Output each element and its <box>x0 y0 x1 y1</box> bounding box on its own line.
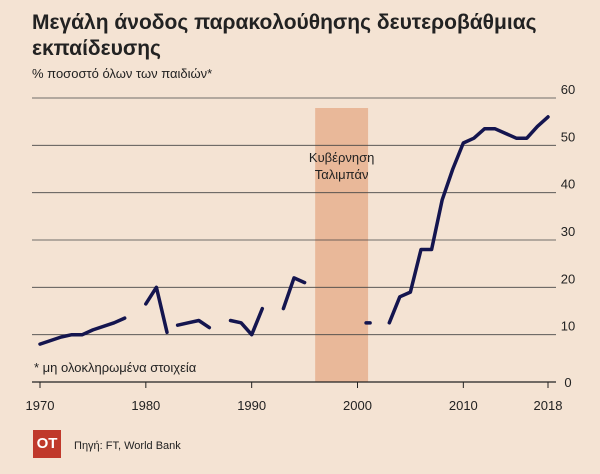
shaded-period <box>315 108 369 382</box>
series-segment <box>144 285 169 335</box>
y-tick-label: 50 <box>561 129 575 144</box>
y-tick-label: 60 <box>561 82 575 97</box>
y-tick-label: 20 <box>561 271 575 286</box>
y-tick-label: 0 <box>564 375 571 390</box>
y-tick-label: 10 <box>561 319 575 334</box>
series-segment <box>281 276 307 311</box>
footnote: * μη ολοκληρωμένα στοιχεία <box>34 360 197 375</box>
series-segment <box>387 115 550 325</box>
source-note: Πηγή: FT, World Bank <box>74 440 181 452</box>
x-tick-label: 2010 <box>449 398 478 413</box>
x-tick-label: 1990 <box>237 398 266 413</box>
y-tick-label: 40 <box>561 177 575 192</box>
x-tick-label: 1970 <box>26 398 55 413</box>
x-tick-label: 1980 <box>131 398 160 413</box>
ot-logo: OT <box>33 430 61 458</box>
chart-title: Μεγάλη άνοδος παρακολούθησης δευτεροβάθμ… <box>32 11 537 60</box>
y-tick-label: 30 <box>561 224 575 239</box>
taliban-annotation: Κυβέρνηση Ταλιμπάν <box>309 150 374 182</box>
series-segment <box>38 316 127 346</box>
series-segment <box>228 306 265 337</box>
series-segment <box>175 318 212 330</box>
x-tick-label: 2018 <box>534 398 563 413</box>
chart-subtitle: % ποσοστό όλων των παιδιών* <box>32 66 213 81</box>
x-tick-label: 2000 <box>343 398 372 413</box>
